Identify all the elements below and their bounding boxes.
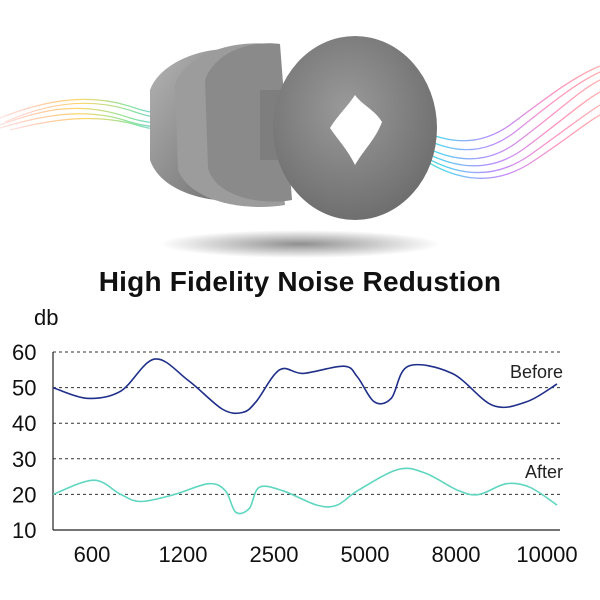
earplug-shadow	[160, 230, 440, 258]
chart-title: High Fidelity Noise Redustion	[98, 266, 502, 297]
earplug-hero-image	[0, 36, 600, 258]
y-tick-label: 20	[12, 482, 36, 507]
line-chart: db 10 20 30 40 50 60 600 1200 2500 5000 8000 10000…	[12, 305, 578, 567]
y-tick-label: 50	[12, 376, 36, 401]
x-tick-label: 10000	[516, 542, 577, 567]
series-lines	[52, 358, 558, 515]
x-tick-label: 2500	[250, 542, 299, 567]
y-axis-ticks: 10 20 30 40 50 60	[12, 340, 36, 543]
y-tick-label: 30	[12, 447, 36, 472]
series-line-before	[52, 358, 558, 415]
y-tick-label: 10	[12, 518, 36, 543]
x-tick-label: 600	[74, 542, 111, 567]
series-label-after: After	[525, 462, 563, 482]
y-tick-label: 40	[12, 411, 36, 436]
series-label-before: Before	[510, 362, 563, 382]
series-line-after	[52, 467, 558, 515]
x-tick-label: 5000	[341, 542, 390, 567]
series-labels: Before After	[510, 362, 563, 482]
x-tick-label: 8000	[432, 542, 481, 567]
y-tick-label: 60	[12, 340, 36, 365]
x-axis-ticks: 600 1200 2500 5000 8000 10000	[74, 542, 578, 567]
earplug-icon	[150, 36, 437, 220]
y-axis-label: db	[34, 305, 58, 330]
x-tick-label: 1200	[159, 542, 208, 567]
